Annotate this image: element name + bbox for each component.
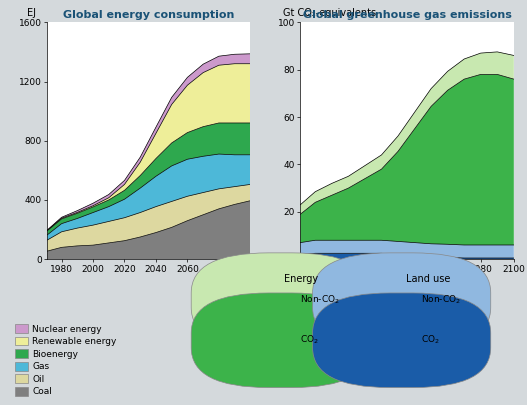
Text: CO$_2$: CO$_2$ [421,333,440,346]
FancyBboxPatch shape [313,253,491,347]
Text: Gt CO₂-equivalents: Gt CO₂-equivalents [284,8,376,17]
Text: Land use: Land use [406,274,450,284]
Text: Non-CO$_2$: Non-CO$_2$ [421,293,461,306]
FancyBboxPatch shape [191,293,369,388]
Legend: Nuclear energy, Renewable energy, Bioenergy, Gas, Oil, Coal: Nuclear energy, Renewable energy, Bioene… [15,324,116,396]
Title: Global energy consumption: Global energy consumption [63,10,235,20]
Text: EJ: EJ [27,8,36,17]
Text: CO$_2$: CO$_2$ [300,333,318,346]
FancyBboxPatch shape [313,293,491,388]
Text: Non-CO$_2$: Non-CO$_2$ [300,293,340,306]
Title: Global greenhouse gas emissions: Global greenhouse gas emissions [302,10,512,20]
FancyBboxPatch shape [191,253,369,347]
Text: Energy: Energy [284,274,318,284]
